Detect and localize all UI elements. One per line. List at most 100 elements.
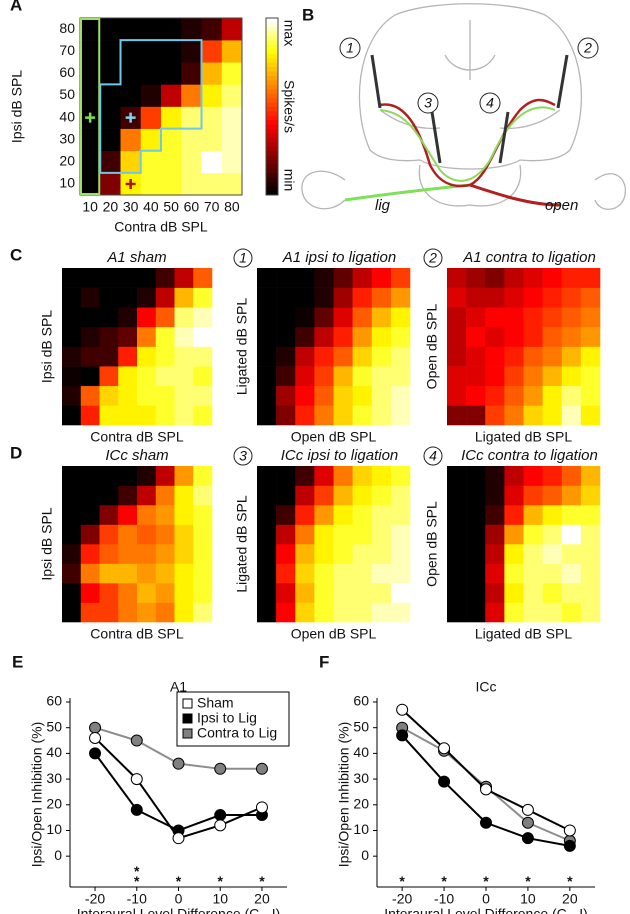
heat-cell <box>561 346 582 367</box>
heat-cell <box>174 544 194 564</box>
colorbar-min: min <box>281 169 297 192</box>
heat-cell <box>485 485 505 506</box>
heat-cell <box>155 602 175 623</box>
colorbar-step <box>266 97 278 103</box>
y-axis-label: Ipsi dB SPL <box>39 310 55 383</box>
y-tick-label: 70 <box>59 42 75 58</box>
heat-cell <box>137 326 157 347</box>
heat-cell <box>314 287 334 308</box>
legend-label: Contra to Lig <box>197 725 277 741</box>
heat-cell <box>561 583 582 603</box>
marker <box>125 178 136 189</box>
heat-cell <box>80 505 100 525</box>
heat-cell <box>295 287 315 308</box>
heat-cell <box>193 602 213 623</box>
heat-cell <box>276 366 296 387</box>
heat-cell <box>193 505 213 525</box>
heat-cell <box>201 172 223 196</box>
heat-cell <box>561 524 582 545</box>
heat-cell <box>62 524 82 545</box>
colorbar-step <box>266 71 278 76</box>
x-axis-label: Interaural Level Difference (C - I) <box>77 906 281 914</box>
x-tick-label: 20 <box>103 199 119 215</box>
heat-cell <box>174 466 194 486</box>
y-tick-label: 20 <box>353 795 369 811</box>
heat-cell <box>542 583 563 603</box>
heat-cell <box>485 307 505 328</box>
point <box>172 757 185 770</box>
x-axis-label: Contra dB SPL <box>114 219 208 235</box>
heat-cell <box>62 583 82 603</box>
heat-cell <box>118 346 138 367</box>
heat-cell <box>140 128 162 152</box>
heat-cell <box>561 485 582 506</box>
heat-cell <box>314 466 334 486</box>
heat-cell <box>561 268 582 288</box>
x-tick-label: 80 <box>224 199 240 215</box>
heat-cell <box>390 385 411 406</box>
colorbar-step <box>266 106 278 112</box>
heat-cell <box>466 326 486 347</box>
heat-cell <box>155 524 175 545</box>
heat-cell <box>137 268 157 288</box>
heat-cell <box>561 307 582 328</box>
heat-cell <box>580 466 601 486</box>
heat-cell <box>523 405 543 426</box>
heat-cell <box>118 405 138 426</box>
electrode <box>430 111 442 164</box>
heat-cell <box>181 172 202 196</box>
heat-cell <box>62 563 82 584</box>
heat-cell <box>542 268 563 288</box>
point <box>89 731 102 744</box>
heat-cell <box>155 366 175 387</box>
heat-cell <box>161 128 182 152</box>
heat-cell <box>314 405 334 426</box>
heat-cell <box>118 583 138 603</box>
y-tick-label: 60 <box>59 64 75 80</box>
point <box>396 703 409 716</box>
heat-cell <box>62 544 82 564</box>
heat-cell <box>371 385 392 406</box>
heat-cell <box>542 466 563 486</box>
heat-cell <box>314 326 334 347</box>
heat-cell <box>276 544 296 564</box>
heat-cell <box>580 405 601 426</box>
heat-cell <box>447 405 467 426</box>
legend-swatch <box>182 728 193 739</box>
point <box>563 824 576 837</box>
colorbar-step <box>266 102 278 107</box>
heat-cell <box>561 405 582 426</box>
heat-cell <box>390 287 411 308</box>
heat-cell <box>193 466 213 486</box>
heat-cell <box>466 385 486 406</box>
heat-cell <box>333 544 353 564</box>
x-axis-label: Contra dB SPL <box>90 626 184 642</box>
heat-cell <box>118 366 138 387</box>
heat-cell <box>466 466 486 486</box>
heat-cell <box>580 524 601 545</box>
heat-cell <box>447 602 467 623</box>
heat-cell <box>193 366 213 387</box>
heat-cell <box>333 366 353 387</box>
point <box>521 816 534 829</box>
heat-cell <box>371 485 392 506</box>
heat-cell <box>333 287 353 308</box>
panel-letter: B <box>302 5 314 24</box>
heat-cell <box>390 485 411 506</box>
heat-cell <box>155 385 175 406</box>
heat-cell <box>295 366 315 387</box>
heat-cell <box>371 307 392 328</box>
heat-cell <box>276 466 296 486</box>
heat-cell <box>466 287 486 308</box>
heat-cell <box>137 544 157 564</box>
heat-cell <box>447 544 467 564</box>
heat-cell <box>193 405 213 426</box>
colorbar-step <box>266 181 278 187</box>
heat-cell <box>99 326 119 347</box>
heat-cell <box>181 62 202 85</box>
heat-cell <box>276 307 296 328</box>
heat-cell <box>118 466 138 486</box>
point <box>214 809 227 822</box>
heat-cell <box>174 366 194 387</box>
colorbar-step <box>266 35 278 41</box>
